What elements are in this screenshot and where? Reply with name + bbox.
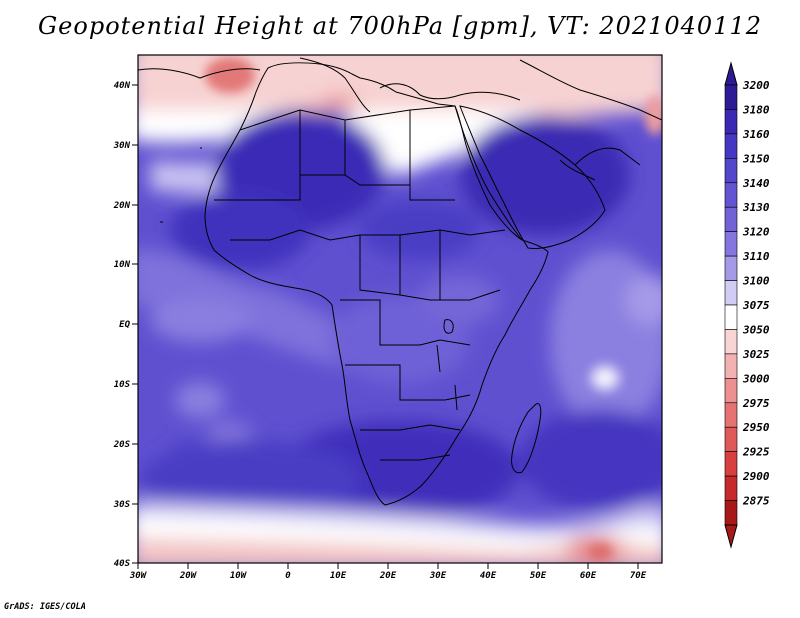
colorbar-label: 3000	[742, 372, 770, 385]
colorbar-label: 2925	[742, 446, 770, 459]
colorbar-swatch	[724, 475, 738, 501]
colorbar-arrow-top	[724, 61, 738, 86]
colorbar-label: 2950	[742, 421, 770, 434]
colorbar-swatch	[724, 280, 738, 306]
lat-label: 40S	[114, 559, 131, 569]
lat-label: 20N	[113, 201, 131, 211]
colorbar: 3200 3180 3160 3150 3140 3130 3120 3110 3100 3075…	[724, 61, 770, 549]
lon-label: 70E	[630, 571, 647, 581]
colorbar-label: 3140	[742, 177, 770, 190]
colorbar-label: 3200	[742, 79, 770, 92]
colorbar-label: 3130	[742, 201, 770, 214]
chart-title: Geopotential Height at 700hPa [gpm], VT:…	[38, 12, 762, 40]
colorbar-swatch	[724, 500, 738, 526]
colorbar-swatch	[724, 255, 738, 281]
lon-label: 0	[285, 571, 291, 581]
colorbar-swatch	[724, 378, 738, 404]
colorbar-swatch	[724, 109, 738, 135]
colorbar-label: 3180	[742, 103, 770, 116]
lat-label: 10S	[114, 380, 131, 390]
colorbar-label: 3050	[742, 323, 770, 336]
colorbar-swatch	[724, 231, 738, 257]
colorbar-label: 3110	[742, 250, 770, 263]
footer-credit: GrADS: IGES/COLA	[4, 602, 86, 612]
colorbar-label: 3150	[742, 152, 770, 165]
lon-label: 20W	[179, 571, 198, 581]
colorbar-swatch	[724, 206, 738, 232]
colorbar-swatch	[724, 84, 738, 110]
lat-labels: 40N 30N 20N 10N EQ 10S 20S 30S 40S	[113, 81, 131, 569]
colorbar-swatch	[724, 451, 738, 477]
colorbar-swatch	[724, 182, 738, 208]
colorbar-swatch	[724, 304, 738, 330]
lat-label: 30S	[113, 500, 131, 510]
lat-label: 30N	[113, 141, 131, 151]
colorbar-swatch	[724, 158, 738, 184]
lon-label: 30W	[129, 571, 148, 581]
map-frame	[137, 54, 663, 564]
lat-ticks	[132, 84, 138, 564]
lon-label: 10E	[330, 571, 347, 581]
colorbar-label: 2900	[742, 470, 770, 483]
colorbar-arrow-bottom	[724, 524, 738, 549]
colorbar-swatch	[724, 402, 738, 428]
colorbar-swatch	[724, 133, 738, 159]
colorbar-label: 2875	[742, 495, 770, 508]
colorbar-label: 3120	[742, 226, 770, 239]
lat-label: 20S	[113, 440, 131, 450]
lon-labels: 30W 20W 10W 0 10E 20E 30E 40E 50E 60E 70…	[129, 571, 647, 581]
lon-label: 30E	[429, 571, 447, 581]
lon-label: 50E	[530, 571, 547, 581]
lon-label: 10W	[230, 571, 248, 581]
lon-label: 60E	[580, 571, 597, 581]
lat-label: 40N	[114, 81, 131, 91]
colorbar-label: 3160	[742, 128, 770, 141]
lon-label: 20E	[379, 571, 397, 581]
height-field	[138, 55, 662, 563]
lat-label: EQ	[119, 320, 130, 330]
colorbar-label: 3100	[742, 275, 770, 288]
colorbar-swatch	[724, 353, 738, 379]
colorbar-swatch	[724, 426, 738, 452]
lon-ticks	[137, 563, 639, 569]
colorbar-label: 2975	[742, 397, 770, 410]
lon-label: 40E	[480, 571, 497, 581]
lat-label: 10N	[114, 260, 131, 270]
colorbar-swatch	[724, 329, 738, 355]
colorbar-label: 3075	[742, 299, 770, 312]
colorbar-label: 3025	[742, 348, 770, 361]
coastlines	[138, 57, 662, 506]
